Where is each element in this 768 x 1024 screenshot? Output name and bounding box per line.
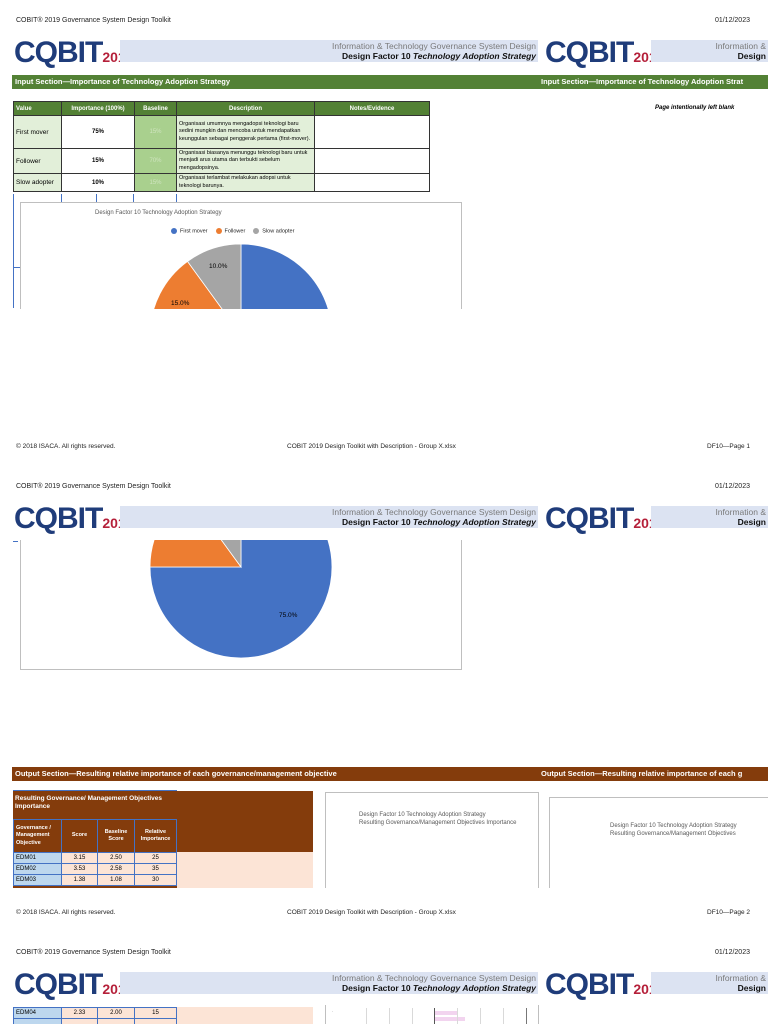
table-row: First mover 75% 15% Organisasi umumnya m… <box>13 115 430 149</box>
notes-input[interactable] <box>314 173 430 192</box>
bar-chart-top-right[interactable]: Design Factor 10 Technology Adoption Str… <box>549 797 768 888</box>
table-row: Follower 15% 70% Organisasi biasanya men… <box>13 148 430 174</box>
legend-dot-icon <box>253 228 260 234</box>
cell-gridline <box>61 194 62 203</box>
footer-filename: COBIT 2019 Design Toolkit with Descripti… <box>287 909 456 916</box>
cobit-logo: CQBIT2019 <box>14 502 134 535</box>
col-importance: Importance (100%) <box>61 101 135 116</box>
input-section-title-right: Input Section—Importance of Technology A… <box>538 75 768 89</box>
pie-graphic <box>153 243 329 309</box>
table-row: EDM04 2.33 2.00 15 <box>13 1007 177 1019</box>
title-band-right: Information & Design <box>651 40 768 62</box>
output-section-title-right: Output Section—Resulting relative import… <box>538 767 768 781</box>
cell-gridline <box>13 194 14 308</box>
col-description: Description <box>176 101 315 116</box>
bar-chart-top[interactable]: Design Factor 10 Technology Adoption Str… <box>325 792 539 888</box>
importance-input[interactable]: 75% <box>61 115 135 149</box>
title-line-2: Design Factor 10 Technology Adoption Str… <box>342 51 536 61</box>
footer-copyright: © 2018 ISACA. All rights reserved. <box>16 443 116 450</box>
table-row: EDM01 3.15 2.50 25 <box>13 852 177 864</box>
pie-label-slow-adopter: 10.0% <box>209 263 228 270</box>
input-section-title: Input Section—Importance of Technology A… <box>12 75 538 89</box>
cell-gridline <box>13 267 20 268</box>
cell-gridline <box>176 194 177 203</box>
table-row: EDM02 3.53 2.58 35 <box>13 863 177 875</box>
output-peach-area <box>177 852 313 888</box>
title-line-1: Information & Technology Governance Syst… <box>332 41 536 51</box>
page-header-date: 01/12/2023 <box>714 949 750 956</box>
cobit-logo: CQBIT2019 <box>14 36 134 69</box>
importance-input[interactable]: 10% <box>61 173 135 192</box>
legend-dot-icon <box>215 228 222 234</box>
cell-gridline <box>13 541 18 542</box>
pie-chart-bottom[interactable]: 75.0% <box>20 540 462 670</box>
chart-legend: First mover Follower Slow adopter <box>171 228 294 234</box>
blank-page-note: Page intentionally left blank <box>655 105 735 111</box>
legend-slow-adopter[interactable]: Slow adopter <box>253 228 294 234</box>
title-band: Information & Technology Governance Syst… <box>120 972 538 994</box>
bar-chart-bottom[interactable]: · <box>325 1005 539 1024</box>
pie-graphic <box>149 540 333 659</box>
chart-title: Design Factor 10 Technology Adoption Str… <box>95 210 222 216</box>
cobit-logo-right: CQBIT2019 <box>545 36 665 69</box>
footer-page-number: DF10—Page 2 <box>707 909 750 916</box>
output-table: Governance / Management Objective Score … <box>13 819 177 886</box>
output-table-title: Resulting Governance/ Management Objecti… <box>13 792 177 819</box>
cell-gridline <box>96 194 97 203</box>
cobit-logo: CQBIT2019 <box>14 968 134 1001</box>
page-header-date: 01/12/2023 <box>714 483 750 490</box>
cell-gridline <box>133 194 134 203</box>
title-band-right: Information & Design <box>651 506 768 528</box>
title-band-right: Information & Design <box>651 972 768 994</box>
page-header-left: COBIT® 2019 Governance System Design Too… <box>16 949 171 956</box>
notes-input[interactable] <box>314 148 430 174</box>
footer-page-number: DF10—Page 1 <box>707 443 750 450</box>
col-baseline: Baseline <box>134 101 177 116</box>
title-band: Information & Technology Governance Syst… <box>120 40 538 62</box>
page-header-left: COBIT® 2019 Governance System Design Too… <box>16 483 171 490</box>
notes-input[interactable] <box>314 115 430 149</box>
legend-first-mover[interactable]: First mover <box>171 228 208 234</box>
pie-label-follower: 15.0% <box>171 300 190 307</box>
footer-copyright: © 2018 ISACA. All rights reserved. <box>16 909 116 916</box>
legend-follower[interactable]: Follower <box>215 228 245 234</box>
pie-label-first-mover: 75.0% <box>279 612 298 619</box>
col-value: Value <box>13 101 62 116</box>
input-table: Value Importance (100%) Baseline Descrip… <box>13 101 430 192</box>
footer-filename: COBIT 2019 Design Toolkit with Descripti… <box>287 443 456 450</box>
page-header-left: COBIT® 2019 Governance System Design Too… <box>16 17 171 24</box>
cobit-logo-right: CQBIT2019 <box>545 502 665 535</box>
pie-chart-top[interactable]: Design Factor 10 Technology Adoption Str… <box>20 202 462 309</box>
title-band: Information & Technology Governance Syst… <box>120 506 538 528</box>
importance-input[interactable]: 15% <box>61 148 135 174</box>
bar <box>435 1017 465 1021</box>
table-row: Slow adopter 10% 15% Organisasi terlamba… <box>13 173 430 192</box>
col-notes: Notes/Evidence <box>314 101 430 116</box>
cell-gridline <box>13 790 177 791</box>
table-row: EDM03 1.38 1.08 30 <box>13 874 177 886</box>
cobit-logo-right: CQBIT2019 <box>545 968 665 1001</box>
legend-dot-icon <box>171 228 177 234</box>
bar <box>435 1011 457 1015</box>
chart-title-line-2: Resulting Governance/Management Objectiv… <box>359 820 517 826</box>
page-header-date: 01/12/2023 <box>714 17 750 24</box>
output-section-title: Output Section—Resulting relative import… <box>12 767 538 781</box>
output-table-continued: EDM04 2.33 2.00 15 <box>13 1007 177 1024</box>
output-peach-area <box>177 1007 313 1024</box>
chart-title-line-1: Design Factor 10 Technology Adoption Str… <box>359 812 486 818</box>
